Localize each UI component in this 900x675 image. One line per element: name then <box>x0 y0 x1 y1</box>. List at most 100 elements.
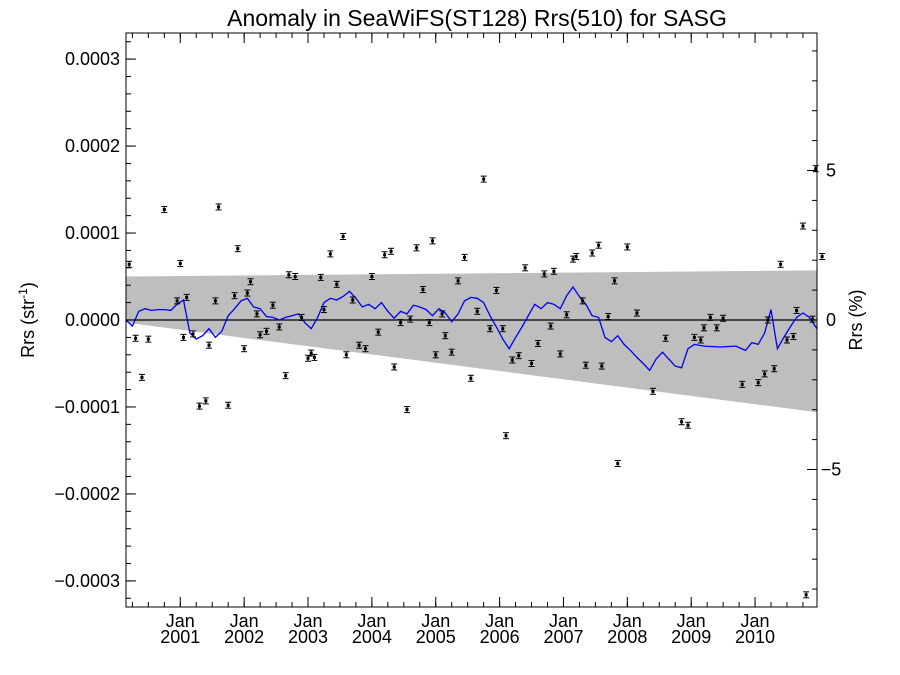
x-tick-year-label: 2010 <box>735 627 775 647</box>
data-point <box>662 334 669 342</box>
point-marker <box>443 334 447 338</box>
data-point <box>356 341 363 349</box>
point-marker <box>523 266 527 270</box>
point-marker <box>306 356 310 360</box>
data-point <box>761 370 768 378</box>
data-point <box>419 286 426 294</box>
data-point <box>598 362 605 370</box>
data-point <box>790 333 797 341</box>
x-tick-year-label: 2007 <box>543 627 583 647</box>
data-point <box>403 406 410 414</box>
data-point <box>161 206 168 214</box>
data-point <box>126 260 133 268</box>
data-point <box>145 335 152 343</box>
data-points <box>126 165 826 599</box>
point-marker <box>309 351 313 355</box>
data-point <box>388 247 395 255</box>
data-point <box>461 253 468 261</box>
x-tick-month-label: Jan <box>293 611 322 631</box>
data-point <box>180 333 187 341</box>
x-tick-year-label: 2006 <box>480 627 520 647</box>
data-point <box>429 237 436 245</box>
y-left-tick-label: −0.0002 <box>54 484 120 504</box>
point-marker <box>197 404 201 408</box>
point-marker <box>322 308 326 312</box>
x-tick-year-label: 2005 <box>416 627 456 647</box>
data-point <box>455 277 462 285</box>
data-point <box>225 401 232 409</box>
data-point <box>439 310 446 318</box>
point-marker <box>686 423 690 427</box>
data-point <box>467 374 474 382</box>
data-point <box>174 297 181 305</box>
data-point <box>700 324 707 332</box>
point-marker <box>571 257 575 261</box>
point-marker <box>763 372 767 376</box>
data-point <box>305 354 312 362</box>
data-point <box>247 278 254 286</box>
data-point <box>320 306 327 314</box>
data-point <box>499 325 506 333</box>
y-axis-left: 0.0003 0.0002 0.0001 0.0000 −0.0001 −0.0002 −0… <box>54 41 136 599</box>
data-point <box>595 241 602 249</box>
data-point <box>579 297 586 305</box>
point-marker <box>434 353 438 357</box>
point-marker <box>635 311 639 315</box>
data-point <box>493 286 500 294</box>
data-point <box>257 331 264 339</box>
data-point <box>474 307 481 315</box>
point-marker <box>501 327 505 331</box>
point-marker <box>408 317 412 321</box>
point-marker <box>581 299 585 303</box>
data-point <box>509 356 516 364</box>
point-marker <box>664 336 668 340</box>
point-marker <box>293 275 297 279</box>
point-marker <box>389 249 393 253</box>
point-marker <box>721 316 725 320</box>
data-point <box>276 323 283 331</box>
point-marker <box>590 251 594 255</box>
point-marker <box>699 338 703 342</box>
point-marker <box>613 279 617 283</box>
point-marker <box>236 247 240 251</box>
point-marker <box>370 275 374 279</box>
data-point <box>720 314 727 322</box>
data-point <box>502 432 509 440</box>
point-marker <box>542 272 546 276</box>
data-point <box>282 372 289 380</box>
data-point <box>391 363 398 371</box>
point-marker <box>482 177 486 181</box>
point-marker <box>258 333 262 337</box>
data-point <box>375 328 382 336</box>
data-point <box>739 380 746 388</box>
point-marker <box>549 324 553 328</box>
data-point <box>573 253 580 261</box>
x-tick-month-label: Jan <box>357 611 386 631</box>
data-point <box>285 271 292 279</box>
data-point <box>311 353 318 361</box>
point-marker <box>255 312 259 316</box>
data-point <box>349 296 356 304</box>
x-axis: Jan2001Jan2002Jan2003Jan2004Jan2005Jan20… <box>131 33 804 647</box>
data-point <box>202 397 209 405</box>
data-point <box>132 334 139 342</box>
data-point <box>691 333 698 341</box>
x-tick-year-label: 2001 <box>160 627 200 647</box>
data-point <box>783 336 790 344</box>
data-point <box>234 245 241 253</box>
point-marker <box>264 329 268 333</box>
point-marker <box>779 262 783 266</box>
point-marker <box>494 288 498 292</box>
point-marker <box>795 308 799 312</box>
point-marker <box>140 375 144 379</box>
x-tick-year-label: 2003 <box>288 627 328 647</box>
data-point <box>407 315 414 323</box>
data-point <box>343 351 350 359</box>
point-marker <box>708 315 712 319</box>
data-point <box>777 260 784 268</box>
data-point <box>624 243 631 251</box>
point-marker <box>181 335 185 339</box>
point-marker <box>271 303 275 307</box>
point-marker <box>226 403 230 407</box>
point-marker <box>204 399 208 403</box>
